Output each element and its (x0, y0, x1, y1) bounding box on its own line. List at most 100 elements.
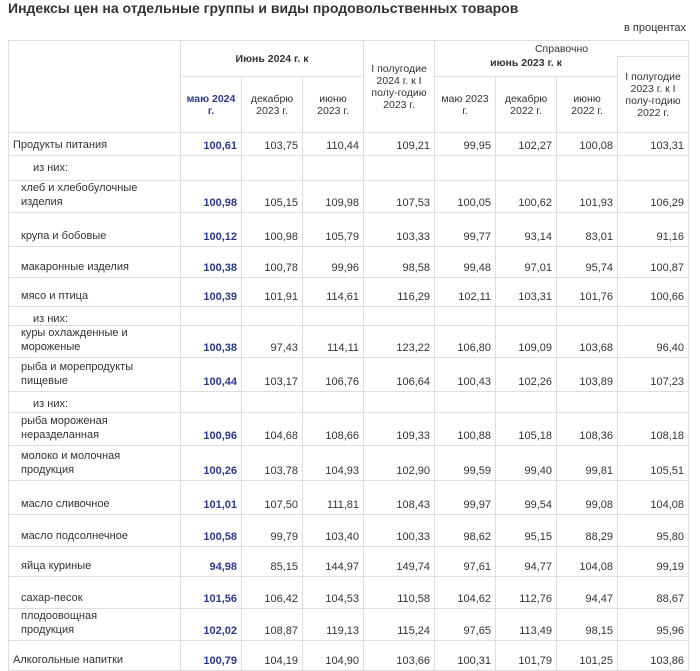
value-cell: 103,89 (556, 357, 619, 392)
label-cell: масло подсолнечное (8, 514, 181, 547)
subgroup-label: из них: (33, 398, 69, 410)
label-cell: рыба мороженая неразделанная (8, 412, 181, 446)
value-cell: 100,31 (434, 640, 497, 671)
value-cell: 95,80 (617, 514, 690, 547)
empty-cell (301, 306, 365, 326)
value-cell: 83,01 (556, 212, 619, 247)
label-cell: куры охлажденные и мороженые (8, 325, 181, 358)
value-cell: 100,96 (180, 412, 242, 446)
value-cell: 99,48 (434, 246, 497, 278)
label-cell: хлеб и хлебобулочные изделия (8, 180, 181, 213)
label-cell: макаронные изделия (8, 246, 181, 278)
value-cell: 101,93 (556, 180, 619, 213)
row-label: мясо и птица (21, 290, 89, 302)
value-cell: 100,43 (434, 357, 497, 392)
value-cell: 95,74 (556, 246, 619, 278)
value-cell: 100,33 (363, 514, 436, 547)
value-cell: 88,29 (556, 514, 619, 547)
table-row: из них: (8, 391, 690, 413)
value-cell: 98,15 (556, 608, 619, 641)
value-cell: 100,44 (180, 357, 242, 392)
table-row: Продукты питания 100,61 103,75 110,44 109,21… (8, 132, 690, 156)
empty-cell (241, 306, 303, 326)
empty-cell (180, 306, 242, 326)
value-cell: 99,59 (434, 445, 497, 481)
value-cell: 99,19 (617, 546, 690, 577)
value-cell: 94,98 (180, 546, 242, 577)
unit: в процентах (624, 22, 686, 34)
title: Индексы цен на отдельные группы и виды п… (8, 0, 519, 16)
value-cell: 97,65 (434, 608, 497, 641)
value-cell: 103,78 (241, 445, 303, 481)
empty-cell (617, 155, 690, 181)
value-cell: 101,56 (180, 576, 242, 609)
value-cell: 109,21 (363, 132, 436, 156)
value-cell: 105,15 (241, 180, 303, 213)
label-cell: яйца куриные (8, 546, 181, 577)
value-cell: 101,91 (241, 277, 303, 307)
empty-cell (241, 391, 303, 413)
price-table: Июнь 2024 г. к I полугодие 2024 г. к I п… (8, 40, 690, 671)
label-cell: Продукты питания (8, 132, 181, 156)
value-cell: 99,81 (556, 445, 619, 481)
value-cell: 108,87 (241, 608, 303, 641)
table-row: из них: (8, 306, 690, 326)
value-cell: 103,66 (363, 640, 436, 671)
value-cell: 105,79 (301, 212, 365, 247)
value-cell: 91,16 (617, 212, 690, 247)
row-label: хлеб и хлебобулочные изделия (21, 182, 138, 208)
value-cell: 103,31 (617, 132, 690, 156)
value-cell: 88,67 (617, 576, 690, 609)
empty-cell (180, 391, 242, 413)
value-cell: 100,62 (495, 180, 558, 213)
table-row: из них: (8, 155, 690, 181)
value-cell: 109,33 (363, 412, 436, 446)
value-cell: 99,08 (556, 480, 619, 515)
table-row: рыба и морепродукты пищевые 100,44 103,17 1… (8, 357, 690, 392)
value-cell: 100,61 (180, 132, 242, 156)
value-cell: 101,76 (556, 277, 619, 307)
value-cell: 106,64 (363, 357, 436, 392)
value-cell: 104,08 (556, 546, 619, 577)
empty-cell (301, 391, 365, 413)
header-half: I полугодие 2024 г. к I полу-годию 2023 … (363, 40, 436, 133)
header-column: июню 2022 г. (556, 76, 619, 133)
value-cell: 95,15 (495, 514, 558, 547)
header-group: июнь 2023 г. к (434, 56, 619, 77)
value-cell: 104,93 (301, 445, 365, 481)
header-column: маю 2023 г. (434, 76, 497, 133)
value-cell: 107,53 (363, 180, 436, 213)
value-cell: 106,76 (301, 357, 365, 392)
table-row: Алкогольные напитки 100,79 104,19 104,90 103… (8, 640, 690, 671)
row-label: масло подсолнечное (21, 530, 128, 542)
value-cell: 103,68 (556, 325, 619, 358)
label-cell: Алкогольные напитки (8, 640, 181, 671)
row-label: рыба мороженая неразделанная (21, 415, 108, 441)
value-cell: 115,24 (363, 608, 436, 641)
value-cell: 119,13 (301, 608, 365, 641)
value-cell: 99,54 (495, 480, 558, 515)
value-cell: 103,17 (241, 357, 303, 392)
row-label: макаронные изделия (21, 261, 129, 273)
table-row: плодоовощная продукция 102,02 108,87 119,13… (8, 608, 690, 641)
value-cell: 108,43 (363, 480, 436, 515)
value-cell: 102,02 (180, 608, 242, 641)
value-cell: 103,40 (301, 514, 365, 547)
row-label: рыба и морепродукты пищевые (21, 361, 134, 387)
empty-cell (495, 391, 558, 413)
empty-cell (434, 306, 497, 326)
value-cell: 113,49 (495, 608, 558, 641)
value-cell: 123,22 (363, 325, 436, 358)
value-cell: 108,66 (301, 412, 365, 446)
value-cell: 102,90 (363, 445, 436, 481)
value-cell: 102,11 (434, 277, 497, 307)
table-row: макаронные изделия 100,38 100,78 99,96 98,58… (8, 246, 690, 278)
label-cell: крупа и бобовые (8, 212, 181, 247)
value-cell: 104,19 (241, 640, 303, 671)
value-cell: 97,61 (434, 546, 497, 577)
value-cell: 101,01 (180, 480, 242, 515)
header-reference: Справочно (434, 40, 690, 57)
value-cell: 93,14 (495, 212, 558, 247)
value-cell: 111,81 (301, 480, 365, 515)
